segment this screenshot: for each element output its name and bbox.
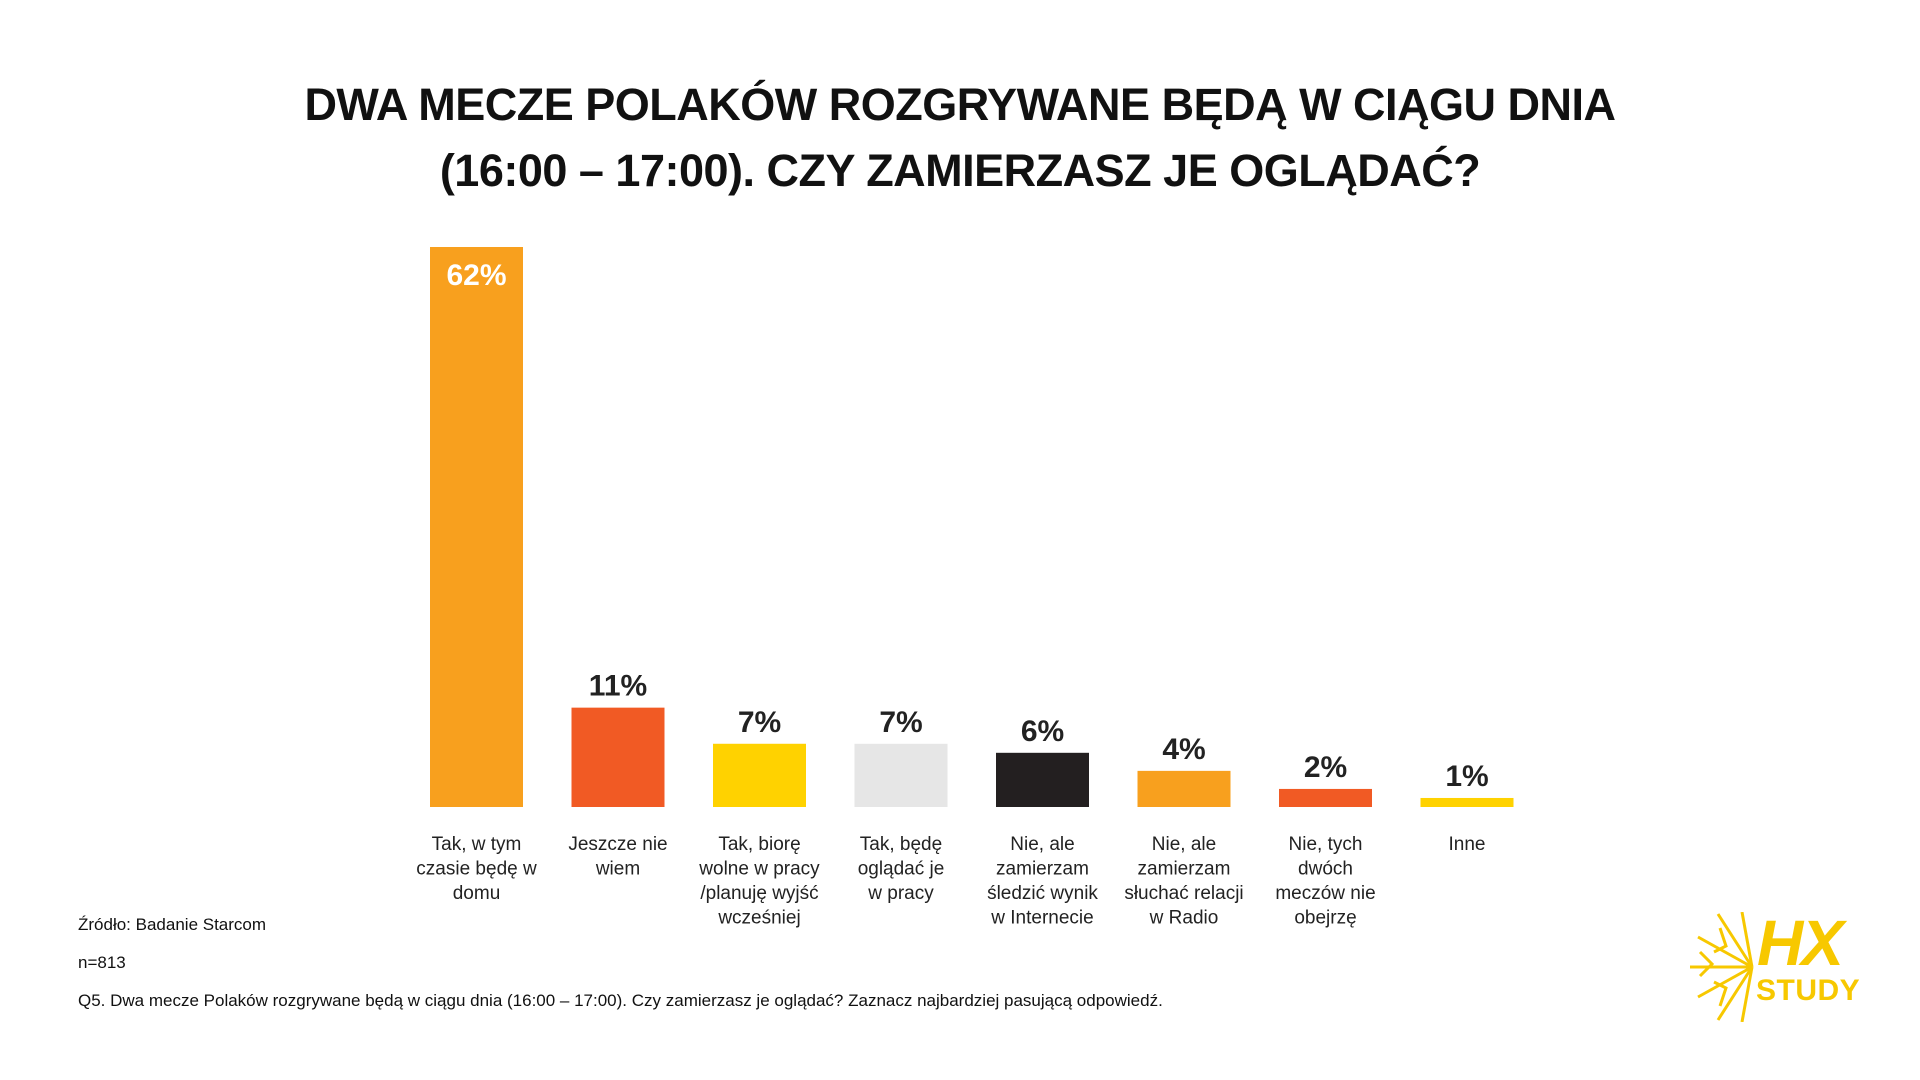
sunburst-icon — [1690, 912, 1754, 1022]
category-label-line: zamierzam — [996, 859, 1089, 880]
category-label-line: domu — [453, 883, 501, 904]
value-label-1: 62% — [446, 259, 506, 292]
bar-5 — [996, 752, 1089, 807]
value-label-5: 6% — [1021, 715, 1064, 748]
bar-2 — [571, 707, 665, 807]
category-label-line: obejrzę — [1294, 908, 1356, 929]
value-label-6: 4% — [1162, 733, 1205, 766]
category-label-line: Nie, ale — [1010, 834, 1074, 855]
category-label-line: w Internecie — [990, 908, 1093, 929]
category-label-line: zamierzam — [1138, 859, 1231, 880]
category-label-8: Inne — [1449, 834, 1486, 855]
category-label-line: oglądać je — [858, 859, 945, 880]
category-label-1: Tak, w tym czasie będę w domu — [416, 834, 537, 904]
category-label-line: meczów nie — [1275, 883, 1375, 904]
category-label-line: słuchać relacji — [1124, 883, 1243, 904]
value-label-2: 11% — [589, 670, 647, 703]
category-label-3: Tak, biorę wolne w pracy/planuję wyjść wcz… — [698, 834, 820, 929]
value-label-8: 1% — [1445, 760, 1488, 793]
category-label-line: Tak, biorę — [718, 834, 800, 855]
bar-1 — [430, 247, 523, 807]
bar-7 — [1279, 788, 1372, 807]
value-label-7: 2% — [1304, 751, 1347, 784]
category-label-4: Tak, będę oglądać je w pracy — [858, 834, 945, 904]
category-label-6: Nie, ale zamierzam słuchać relacji w Radio — [1124, 834, 1243, 929]
category-label-5: Nie, ale zamierzam śledzić wynik w Internec… — [987, 834, 1098, 929]
category-label-line: wolne w pracy — [698, 859, 820, 880]
category-label-line: w Radio — [1149, 908, 1219, 929]
bar-4 — [854, 743, 948, 807]
chart-title-line-1: DWA MECZE POLAKÓW ROZGRYWANE BĘDĄ W CIĄG… — [304, 79, 1616, 130]
hx-study-logo: HX STUDY — [1690, 907, 1890, 1022]
category-label-line: czasie będę w — [416, 859, 537, 880]
chart-title-line-2: (16:00 – 17:00). CZY ZAMIERZASZ JE OGLĄD… — [439, 145, 1481, 196]
logo-mark: HX — [1757, 907, 1844, 979]
category-label-line: Nie, ale — [1152, 834, 1216, 855]
question-note: Q5. Dwa mecze Polaków rozgrywane będą w … — [78, 991, 1163, 1010]
value-label-4: 7% — [879, 706, 922, 739]
category-label-line: wiem — [595, 859, 640, 880]
bar-3 — [713, 743, 806, 807]
logo-word: STUDY — [1756, 974, 1861, 1007]
bar-8 — [1420, 797, 1514, 807]
category-label-2: Jeszcze nie wiem — [568, 834, 667, 880]
category-label-line: wcześniej — [717, 908, 800, 929]
category-label-line: Nie, tych — [1289, 834, 1363, 855]
category-label-line: dwóch — [1298, 859, 1353, 880]
category-label-line: śledzić wynik — [987, 883, 1098, 904]
category-label-line: Jeszcze nie — [568, 834, 667, 855]
value-label-3: 7% — [738, 706, 781, 739]
category-label-line: /planuję wyjść — [700, 883, 818, 904]
chart-title: DWA MECZE POLAKÓW ROZGRYWANE BĘDĄ W CIĄG… — [0, 72, 1920, 204]
sample-size-note: n=813 — [78, 953, 126, 972]
bar-chart: 62% Tak, w tym czasie będę w domu 11% Jeszcze… — [416, 247, 1514, 929]
bar-6 — [1137, 770, 1231, 807]
category-label-line: Inne — [1449, 834, 1486, 855]
source-note: Źródło: Badanie Starcom — [78, 915, 267, 934]
category-label-line: Tak, będę — [860, 834, 942, 855]
category-label-7: Nie, tych dwóch meczów nie obejrzę — [1275, 834, 1375, 929]
category-label-line: w pracy — [867, 883, 934, 904]
category-label-line: Tak, w tym — [432, 834, 522, 855]
